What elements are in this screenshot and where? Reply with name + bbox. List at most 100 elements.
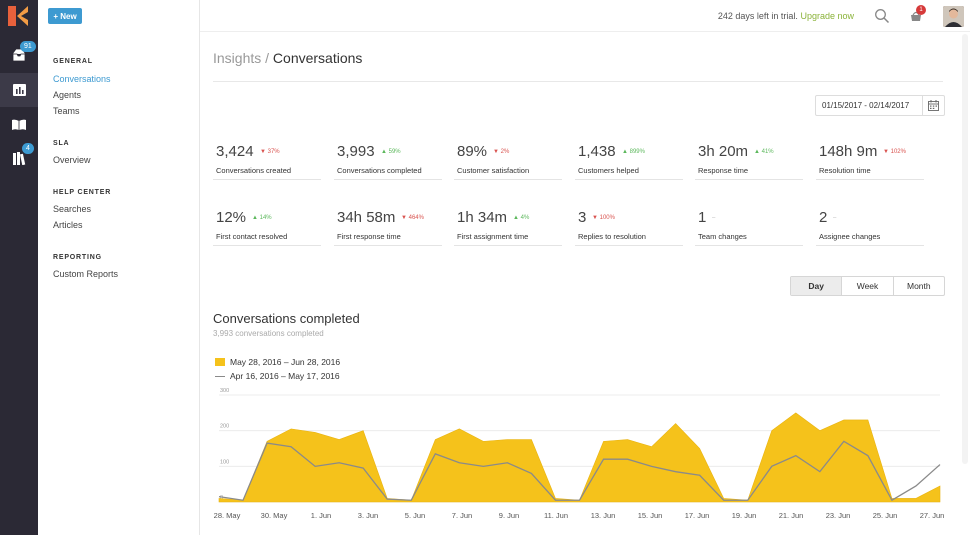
metric-card[interactable]: 34h 58m ▼ 464% First response time — [334, 209, 442, 246]
metric-change-value: – — [833, 215, 837, 221]
metric-change-value: 102% — [890, 149, 906, 155]
arrow-up-icon: ▲ — [754, 149, 762, 155]
metric-card[interactable]: 1h 34m ▲ 4% First assignment time — [454, 209, 562, 246]
arrow-down-icon: ▼ — [493, 149, 501, 155]
metric-change-value: 464% — [408, 215, 424, 221]
library-badge: 4 — [22, 143, 34, 154]
app-logo-icon[interactable] — [8, 6, 28, 26]
library-icon — [12, 151, 25, 165]
metric-change-value: 41% — [761, 149, 774, 155]
metric-change-value: 14% — [259, 215, 272, 221]
arrow-down-icon: ▼ — [260, 149, 268, 155]
legend-swatch-current — [215, 358, 225, 366]
sidebar-item-teams[interactable]: Teams — [53, 106, 80, 116]
metric-card[interactable]: 3 ▼ 100% Replies to resolution — [575, 209, 683, 246]
metric-label: First response time — [337, 232, 401, 241]
top-bar: 242 days left in trial. Upgrade now 1 — [200, 0, 970, 32]
metric-value: 3h 20m — [698, 143, 749, 160]
sidebar-item-agents[interactable]: Agents — [53, 90, 82, 100]
metric-card[interactable]: 1,438 ▲ 899% Customers helped — [575, 143, 683, 180]
y-tick-label: 200 — [220, 424, 229, 430]
arrow-up-icon: ▲ — [513, 215, 521, 221]
breadcrumb-parent[interactable]: Insights — [213, 50, 262, 66]
metric-card[interactable]: 3,424 ▼ 37% Conversations created — [213, 143, 321, 180]
date-range-picker[interactable]: 01/15/2017 - 02/14/2017 — [815, 95, 945, 116]
x-tick-label: 30. May — [261, 511, 288, 520]
metric-label: First assignment time — [457, 232, 529, 241]
metric-label: Resolution time — [819, 166, 871, 175]
legend-label-previous: Apr 16, 2016 – May 17, 2016 — [230, 371, 340, 381]
inbox-badge: 91 — [20, 41, 36, 52]
metric-card[interactable]: 12% ▲ 14% First contact resolved — [213, 209, 321, 246]
x-tick-label: 5. Jun — [405, 511, 425, 520]
granularity-day[interactable]: Day — [791, 277, 843, 295]
series-area-current — [218, 412, 941, 503]
metric-card[interactable]: 3h 20m ▲ 41% Response time — [695, 143, 803, 180]
sidebar: + New GENERAL Conversations Agents Teams… — [38, 0, 200, 535]
legend-item-current[interactable]: May 28, 2016 – Jun 28, 2016 — [215, 357, 340, 367]
series-line-previous — [218, 440, 941, 502]
arrow-up-icon: ▲ — [622, 149, 630, 155]
arrow-down-icon: ▼ — [883, 149, 891, 155]
search-icon[interactable] — [874, 8, 890, 24]
sidebar-item-articles[interactable]: Articles — [53, 220, 83, 230]
metric-card[interactable]: 1– Team changes — [695, 209, 803, 246]
nav-section-help-center: HELP CENTER — [53, 189, 112, 196]
insights-nav-button[interactable] — [0, 73, 38, 107]
sidebar-item-custom-reports[interactable]: Custom Reports — [53, 269, 119, 279]
metric-change: – — [833, 215, 836, 221]
new-button[interactable]: + New — [48, 8, 82, 24]
legend-item-previous[interactable]: Apr 16, 2016 – May 17, 2016 — [215, 371, 340, 381]
metric-value: 1h 34m — [457, 209, 508, 226]
metric-card[interactable]: 148h 9m ▼ 102% Resolution time — [816, 143, 924, 180]
upgrade-link[interactable]: Upgrade now — [800, 11, 854, 21]
nav-section-reporting: REPORTING — [53, 254, 102, 261]
metric-value: 148h 9m — [819, 143, 878, 160]
nav-section-sla: SLA — [53, 140, 70, 147]
trial-notice: 242 days left in trial. Upgrade now — [718, 11, 854, 21]
metric-change-value: 100% — [599, 215, 615, 221]
metric-change: ▲ 14% — [252, 215, 272, 221]
granularity-week[interactable]: Week — [842, 277, 894, 295]
x-tick-label: 15. Jun — [638, 511, 663, 520]
library-nav-button[interactable]: 4 — [8, 143, 34, 169]
metric-value: 3,424 — [216, 143, 254, 160]
y-tick-label: 100 — [220, 459, 229, 465]
x-tick-label: 27. Jun — [920, 511, 945, 520]
granularity-month[interactable]: Month — [907, 281, 931, 291]
metric-card[interactable]: 3,993 ▲ 59% Conversations completed — [334, 143, 442, 180]
metric-label: Conversations created — [216, 166, 292, 175]
app-rail: 91 4 — [0, 0, 38, 535]
x-tick-label: 11. Jun — [544, 511, 568, 520]
avatar[interactable] — [943, 6, 964, 27]
metric-value: 34h 58m — [337, 209, 396, 226]
legend-label-current: May 28, 2016 – Jun 28, 2016 — [230, 357, 341, 367]
knowledge-nav-button[interactable] — [8, 113, 30, 135]
chart-subtitle: 3,993 conversations completed — [213, 329, 324, 338]
date-range-value[interactable]: 01/15/2017 - 02/14/2017 — [822, 101, 910, 110]
metric-value: 3,993 — [337, 143, 375, 160]
scrollbar[interactable] — [962, 34, 968, 464]
calendar-button[interactable] — [922, 96, 944, 115]
metric-label: Customers helped — [578, 166, 639, 175]
x-tick-label: 23. Jun — [826, 511, 851, 520]
metric-label: First contact resolved — [216, 232, 288, 241]
bar-chart-icon — [12, 84, 26, 96]
arrow-down-icon: ▼ — [401, 215, 409, 221]
sidebar-item-overview[interactable]: Overview — [53, 155, 91, 165]
metric-value: 12% — [216, 209, 247, 226]
metric-value: 1 — [698, 209, 707, 226]
arrow-down-icon: ▼ — [592, 215, 600, 221]
chart-title: Conversations completed — [213, 311, 360, 326]
metric-card[interactable]: 89% ▼ 2% Customer satisfaction — [454, 143, 562, 180]
avatar-image-icon — [943, 6, 964, 27]
sidebar-item-searches[interactable]: Searches — [53, 204, 92, 214]
x-tick-label: 28. May — [214, 511, 241, 520]
metric-card[interactable]: 2– Assignee changes — [816, 209, 924, 246]
inbox-nav-button[interactable]: 91 — [8, 41, 36, 66]
sidebar-item-conversations[interactable]: Conversations — [53, 74, 111, 84]
metric-change-value: 2% — [500, 149, 510, 155]
metric-change: ▼ 2% — [493, 149, 509, 155]
nav-section-general: GENERAL — [53, 58, 93, 65]
metric-label: Customer satisfaction — [457, 166, 530, 175]
